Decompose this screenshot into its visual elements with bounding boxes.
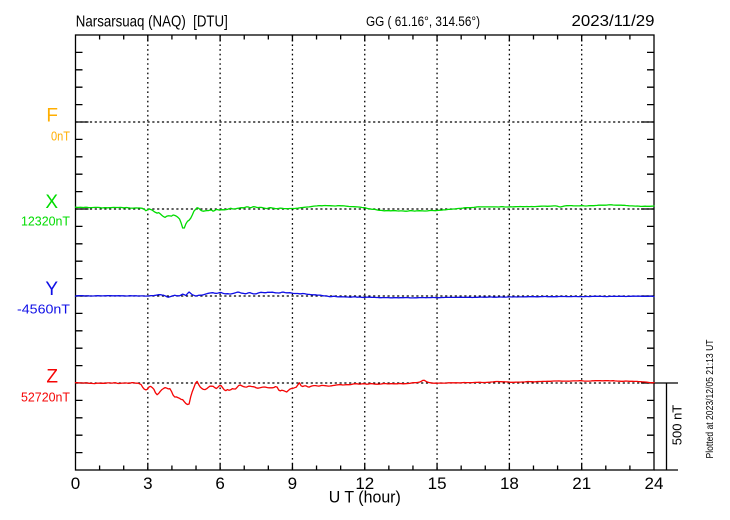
svg-text:52720nT: 52720nT bbox=[21, 389, 70, 404]
svg-text:21: 21 bbox=[572, 474, 591, 493]
svg-text:Y: Y bbox=[45, 279, 58, 300]
svg-text:9: 9 bbox=[288, 474, 297, 493]
svg-text:2023/11/29: 2023/11/29 bbox=[572, 13, 655, 30]
svg-text:X: X bbox=[45, 192, 58, 213]
svg-text:Narsarsuaq (NAQ) [DTU]: Narsarsuaq (NAQ) [DTU] bbox=[76, 14, 228, 31]
svg-text:Z: Z bbox=[46, 367, 58, 388]
svg-text:0: 0 bbox=[71, 474, 80, 493]
svg-text:Plotted at 2023/12/05 21:13 UT: Plotted at 2023/12/05 21:13 UT bbox=[704, 339, 716, 458]
svg-text:12320nT: 12320nT bbox=[21, 213, 70, 228]
svg-text:3: 3 bbox=[143, 474, 152, 493]
svg-text:12: 12 bbox=[355, 474, 374, 493]
svg-text:-4560nT: -4560nT bbox=[17, 301, 70, 316]
svg-text:6: 6 bbox=[215, 474, 224, 493]
svg-text:0nT: 0nT bbox=[51, 128, 70, 143]
svg-text:500 nT: 500 nT bbox=[670, 405, 685, 446]
svg-text:U T (hour): U T (hour) bbox=[329, 489, 401, 507]
svg-text:24: 24 bbox=[645, 474, 664, 493]
svg-text:GG ( 61.16°, 314.56°): GG ( 61.16°, 314.56°) bbox=[366, 14, 480, 29]
svg-text:15: 15 bbox=[428, 474, 447, 493]
svg-text:18: 18 bbox=[500, 474, 519, 493]
svg-text:F: F bbox=[46, 106, 58, 127]
